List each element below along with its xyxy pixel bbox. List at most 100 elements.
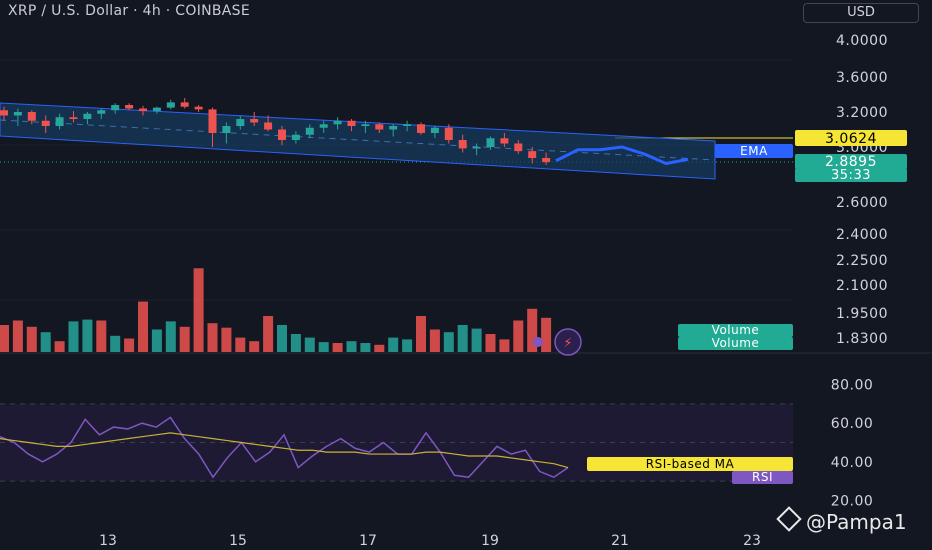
- x-tick-label: 15: [229, 533, 247, 549]
- candle-body: [528, 151, 537, 158]
- volume-label-badge-2-bg: [678, 337, 793, 350]
- volume-bar: [235, 337, 246, 352]
- y-tick-label: 4.0000: [836, 33, 888, 49]
- rsi-label-badge-bg: [732, 471, 793, 484]
- volume-bar: [165, 321, 176, 352]
- volume-bar: [221, 327, 232, 352]
- candle-body: [194, 106, 203, 110]
- y-tick-label: 3.2000: [836, 105, 888, 121]
- y-tick-label: 2.2500: [836, 253, 888, 269]
- volume-bar: [471, 328, 482, 352]
- volume-bar: [388, 337, 399, 352]
- volume-bar: [68, 321, 79, 352]
- y-tick-label: 1.9500: [836, 306, 888, 322]
- rsi-ma-line: [0, 432, 569, 469]
- candle-body: [500, 138, 509, 144]
- x-tick-label: 13: [99, 533, 117, 549]
- alert-dot-icon: [533, 337, 543, 347]
- volume-bar: [40, 332, 51, 352]
- volume-bar: [124, 338, 135, 352]
- candle-body: [417, 124, 425, 133]
- channel-area: [0, 102, 716, 180]
- volume-bar: [346, 341, 357, 352]
- descending-channel[interactable]: [0, 102, 716, 180]
- rsi-ma-label-badge: RSI-based MA: [646, 457, 735, 471]
- candle-body: [542, 158, 551, 163]
- candle-body: [361, 124, 370, 126]
- volume-bar: [513, 320, 524, 352]
- candle-body: [111, 105, 120, 111]
- candle-body: [27, 112, 36, 121]
- volume-bar: [318, 342, 329, 352]
- volume-bar: [277, 325, 287, 352]
- channel-midline: [0, 119, 716, 161]
- candle-body: [139, 108, 147, 112]
- hline-price-badge-bg: [795, 130, 907, 146]
- candle-body: [0, 110, 8, 116]
- last-price-badge-bg: [795, 154, 907, 169]
- candle-body: [403, 124, 412, 126]
- y-tick-label: 2.1000: [836, 278, 888, 294]
- volume-bar: [304, 337, 315, 352]
- rsi-tick-label: 60.00: [831, 416, 874, 432]
- candle-body: [55, 117, 64, 126]
- ema-label-badge: EMA: [740, 144, 768, 158]
- volume-bar: [485, 334, 496, 352]
- candle-body: [180, 102, 189, 107]
- volume-bar: [26, 326, 37, 352]
- volume-bar: [193, 268, 204, 352]
- candle-body: [166, 102, 175, 108]
- hline-price-badge: 3.0624: [825, 131, 877, 147]
- ema-label-badge-bg: [715, 144, 793, 158]
- volume-bar: [429, 329, 440, 352]
- countdown-badge: 35:33: [831, 168, 871, 183]
- candle-body: [41, 120, 50, 126]
- candle-body: [458, 140, 467, 149]
- volume-bar: [110, 335, 121, 352]
- volume-bar: [138, 301, 148, 352]
- x-tick-label: 21: [611, 533, 629, 549]
- candle-body: [278, 129, 286, 140]
- candle-body: [486, 138, 495, 147]
- candlesticks: [0, 98, 551, 165]
- candle-body: [208, 109, 217, 133]
- volume-bar: [207, 323, 218, 352]
- candle-body: [83, 113, 92, 119]
- volume-bar: [82, 319, 93, 352]
- volume-bar: [527, 308, 538, 352]
- x-tick-label: 17: [359, 533, 377, 549]
- volume-bar: [54, 341, 65, 352]
- rsi-tick-label: 80.00: [831, 378, 874, 394]
- volume-label-badge-2: Volume: [712, 336, 760, 350]
- countdown-badge-bg: [795, 168, 907, 182]
- candle-body: [333, 120, 342, 125]
- last-price-badge: 2.8895: [825, 154, 877, 170]
- volume-label-badge: Volume: [712, 323, 760, 337]
- projection-path[interactable]: [555, 145, 689, 165]
- rsi-line: [0, 416, 569, 479]
- candle-body: [222, 126, 231, 133]
- volume-bar: [0, 325, 9, 352]
- projection-line: [555, 145, 689, 165]
- candle-body: [347, 120, 356, 126]
- volume-label-badge-bg: [678, 324, 793, 337]
- watermark: @Pampa1: [776, 506, 907, 534]
- candle-body: [152, 107, 161, 112]
- volume-bar: [263, 316, 274, 352]
- volume-bar: [332, 343, 343, 352]
- volume-bar: [457, 325, 468, 352]
- x-tick-label: 19: [481, 533, 499, 549]
- diamond-logo-icon: [776, 506, 802, 532]
- axes: 4.00003.60003.20003.00002.60002.40002.25…: [99, 33, 888, 549]
- candle-body: [264, 122, 273, 130]
- candle-body: [319, 124, 328, 128]
- volume-bar: [290, 334, 301, 352]
- volume-bar: [12, 320, 23, 352]
- candle-body: [291, 134, 300, 140]
- rsi-ma-label-badge-bg: [587, 457, 793, 471]
- currency-button[interactable]: USD: [803, 3, 919, 23]
- volume-bar: [249, 341, 260, 352]
- candle-body: [236, 119, 245, 126]
